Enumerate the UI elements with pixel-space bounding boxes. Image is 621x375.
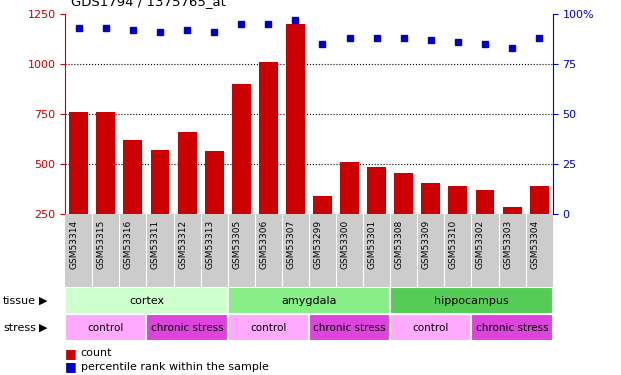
Text: chronic stress: chronic stress: [476, 323, 548, 333]
Text: ■: ■: [65, 360, 77, 373]
Bar: [309, 314, 390, 341]
Text: GSM53307: GSM53307: [286, 220, 296, 269]
Text: stress: stress: [3, 323, 36, 333]
Bar: [313, 196, 332, 264]
Bar: [394, 173, 413, 264]
Text: control: control: [88, 323, 124, 333]
Bar: [471, 314, 553, 341]
Text: percentile rank within the sample: percentile rank within the sample: [81, 362, 269, 372]
Bar: [530, 186, 548, 264]
Bar: [259, 62, 278, 264]
Text: tissue: tissue: [3, 296, 36, 306]
Bar: [178, 132, 197, 264]
Text: chronic stress: chronic stress: [151, 323, 224, 333]
Text: GSM53311: GSM53311: [151, 220, 160, 269]
Bar: [448, 186, 468, 264]
Text: control: control: [412, 323, 449, 333]
Bar: [390, 287, 553, 314]
Bar: [390, 314, 471, 341]
Bar: [421, 183, 440, 264]
Bar: [228, 314, 309, 341]
Text: GSM53304: GSM53304: [530, 220, 539, 269]
Bar: [340, 162, 359, 264]
Text: GSM53313: GSM53313: [205, 220, 214, 269]
Text: amygdala: amygdala: [281, 296, 337, 306]
Bar: [65, 314, 147, 341]
Text: GSM53299: GSM53299: [314, 220, 322, 269]
Bar: [228, 287, 390, 314]
Text: GSM53308: GSM53308: [395, 220, 404, 269]
Bar: [96, 112, 116, 264]
Text: GSM53302: GSM53302: [476, 220, 485, 269]
Bar: [65, 287, 228, 314]
Text: chronic stress: chronic stress: [313, 323, 386, 333]
Text: GSM53306: GSM53306: [260, 220, 268, 269]
Text: hippocampus: hippocampus: [434, 296, 509, 306]
Text: ▶: ▶: [39, 323, 47, 333]
Bar: [70, 112, 88, 264]
Bar: [205, 151, 224, 264]
Bar: [124, 140, 142, 264]
Bar: [232, 84, 251, 264]
Text: ■: ■: [65, 346, 77, 360]
Text: cortex: cortex: [129, 296, 164, 306]
Text: control: control: [250, 323, 286, 333]
Text: GDS1794 / 1375765_at: GDS1794 / 1375765_at: [71, 0, 226, 8]
Text: ▶: ▶: [39, 296, 47, 306]
Bar: [476, 190, 494, 264]
Text: GSM53315: GSM53315: [97, 220, 106, 269]
Text: GSM53316: GSM53316: [124, 220, 133, 269]
Bar: [502, 207, 522, 264]
Text: GSM53301: GSM53301: [368, 220, 377, 269]
Text: GSM53310: GSM53310: [449, 220, 458, 269]
Text: GSM53314: GSM53314: [70, 220, 79, 269]
Bar: [150, 150, 170, 264]
Text: GSM53309: GSM53309: [422, 220, 431, 269]
Bar: [147, 314, 228, 341]
Bar: [286, 24, 305, 264]
Bar: [367, 167, 386, 264]
Text: GSM53300: GSM53300: [340, 220, 350, 269]
Text: GSM53312: GSM53312: [178, 220, 187, 269]
Text: GSM53305: GSM53305: [232, 220, 241, 269]
Text: count: count: [81, 348, 112, 358]
Text: GSM53303: GSM53303: [503, 220, 512, 269]
